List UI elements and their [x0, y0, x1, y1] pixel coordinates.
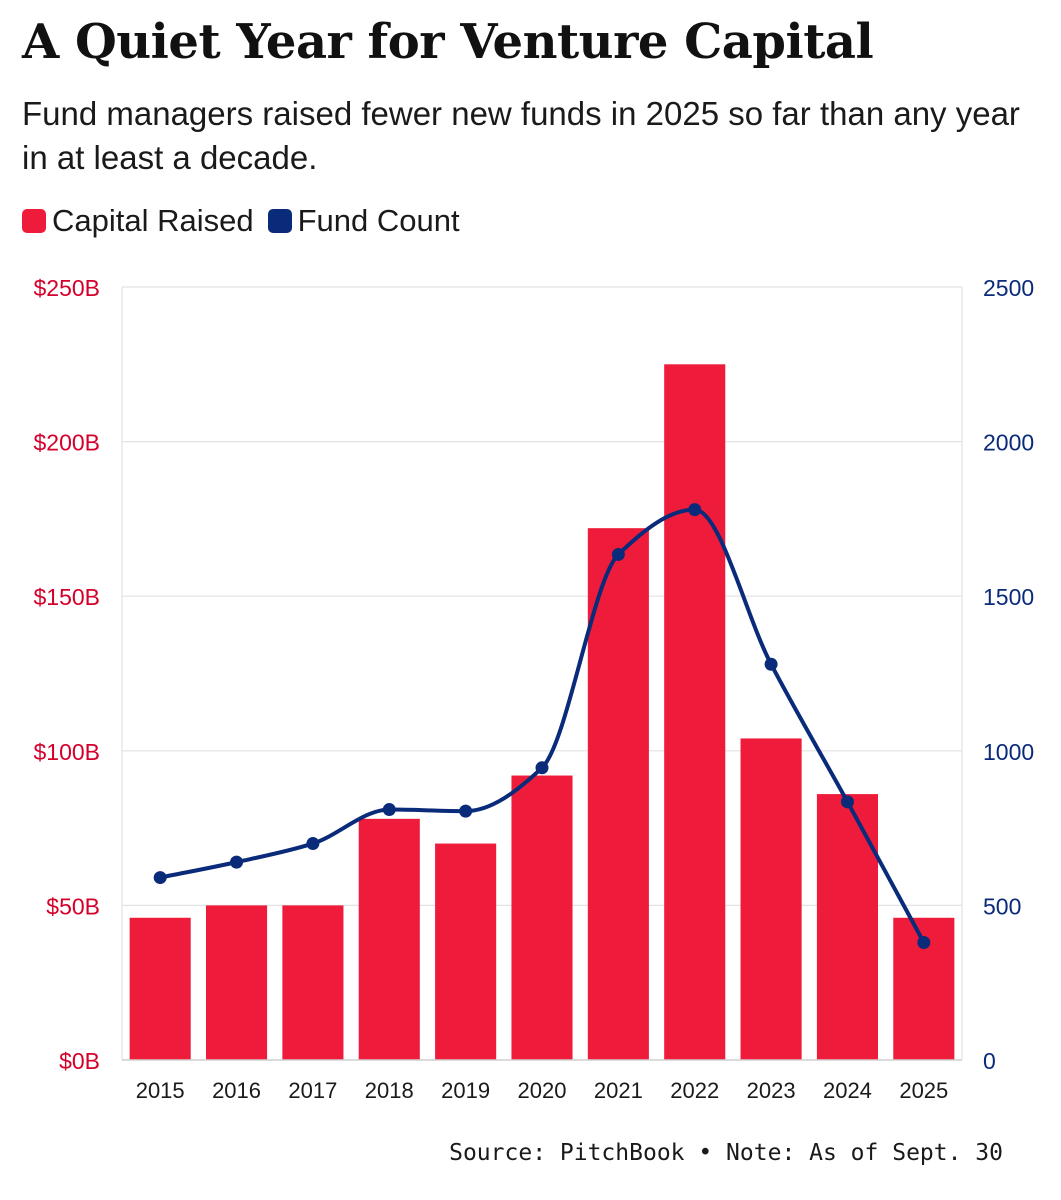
point-fund-count-2019 [459, 804, 473, 818]
x-tick-label: 2021 [594, 1078, 643, 1103]
chart-plot: $0B 0 $50B 500 $100B 1000 $150B 1500 $200B 2000 $2… [33, 275, 1034, 1103]
point-fund-count-2015 [153, 871, 167, 885]
point-fund-count-2024 [840, 795, 854, 809]
x-tick-label: 2019 [441, 1078, 490, 1103]
y-left-tick-label: $50B [46, 893, 100, 919]
y-left-tick-label: $150B [33, 584, 100, 610]
legend-label-capital: Capital Raised [52, 203, 254, 238]
x-tick-label: 2018 [365, 1078, 414, 1103]
bar-capital-2017 [282, 905, 344, 1060]
legend-label-count: Fund Count [297, 203, 460, 238]
point-fund-count-2023 [764, 657, 778, 671]
legend-swatch-count [267, 209, 292, 233]
chart-title: A Quiet Year for Venture Capital [22, 14, 874, 70]
legend-swatch-capital [22, 209, 46, 233]
y-right-tick-label: 2000 [983, 430, 1034, 456]
x-tick-label: 2015 [136, 1078, 185, 1103]
point-fund-count-2018 [382, 803, 396, 817]
bar-capital-2024 [816, 794, 878, 1060]
legend-item-count: Fund Count [267, 203, 460, 239]
point-fund-count-2021 [611, 547, 625, 561]
point-fund-count-2016 [230, 855, 244, 869]
y-right-tick-label: 2500 [983, 275, 1034, 301]
x-tick-label: 2025 [899, 1078, 948, 1103]
bar-capital-2021 [587, 528, 649, 1060]
legend-item-capital: Capital Raised [22, 203, 254, 239]
x-tick-label: 2020 [518, 1078, 567, 1103]
x-tick-label: 2017 [288, 1078, 337, 1103]
x-tick-label: 2024 [823, 1078, 872, 1103]
y-left-tick-label: $100B [33, 739, 100, 765]
y-right-tick-label: 1500 [983, 584, 1034, 610]
bar-capital-2020 [511, 775, 573, 1060]
y-left-tick-label: $0B [59, 1048, 100, 1074]
y-right-tick-label: 500 [983, 893, 1021, 919]
point-fund-count-2017 [306, 837, 320, 851]
bar-capital-2015 [129, 917, 191, 1060]
x-tick-label: 2023 [747, 1078, 796, 1103]
bar-capital-2023 [740, 738, 802, 1060]
y-right-tick-label: 0 [983, 1048, 996, 1074]
y-left-tick-label: $250B [33, 275, 100, 301]
point-fund-count-2025 [917, 936, 931, 950]
x-tick-label: 2016 [212, 1078, 261, 1103]
point-fund-count-2022 [688, 503, 702, 517]
chart-subtitle: Fund managers raised fewer new funds in … [22, 95, 1020, 176]
bar-capital-2019 [435, 843, 497, 1060]
source-note: Source: PitchBook • Note: As of Sept. 30 [449, 1140, 1003, 1166]
bar-capital-2022 [664, 364, 726, 1060]
bar-capital-2018 [358, 818, 420, 1060]
legend: Capital Raised Fund Count [22, 203, 474, 239]
y-left-tick-label: $200B [33, 430, 100, 456]
x-tick-label: 2022 [670, 1078, 719, 1103]
y-right-tick-label: 1000 [983, 739, 1034, 765]
point-fund-count-2020 [535, 761, 549, 775]
bar-capital-2016 [206, 905, 268, 1060]
